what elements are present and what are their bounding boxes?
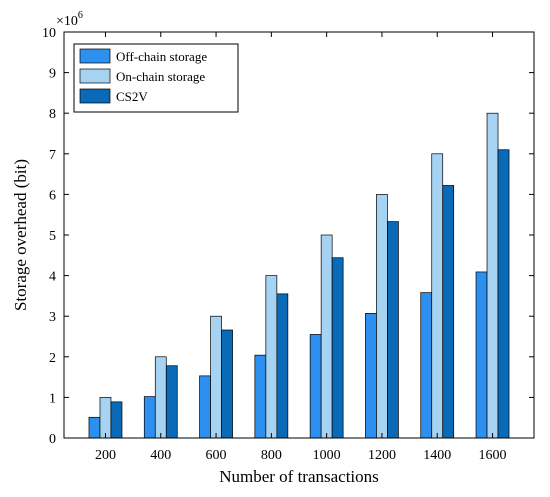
bar-2-1200 <box>376 194 388 439</box>
bar-3-1000 <box>331 257 344 439</box>
y-tick-label: 10 <box>42 26 56 41</box>
y-tick-label: 8 <box>49 107 56 122</box>
bar-1-200 <box>88 416 101 439</box>
bar-3-600 <box>221 329 233 439</box>
bar-3-200 <box>110 401 123 439</box>
y-tick-label: 4 <box>49 270 56 285</box>
legend-swatch-3 <box>79 88 111 104</box>
bar-1-800 <box>254 354 267 439</box>
bar-3-1200 <box>387 221 399 439</box>
y-multiplier-exponent: 6 <box>78 10 83 21</box>
bar-1-400 <box>143 396 156 439</box>
legend: Off-chain storage On-chain storage CS2V <box>73 43 239 113</box>
y-tick-label: 9 <box>49 67 56 82</box>
bar-2-1600 <box>486 112 499 439</box>
x-tick-label: 1400 <box>423 448 451 463</box>
bar-3-400 <box>165 365 178 439</box>
x-tick-label: 1200 <box>368 448 396 463</box>
x-tick-label: 400 <box>150 448 171 463</box>
legend-swatch-2 <box>79 68 111 84</box>
bar-1-1200 <box>365 313 377 439</box>
legend-label-2: On-chain storage <box>116 69 205 84</box>
legend-swatch-1 <box>79 48 111 64</box>
x-tick-label: 600 <box>206 448 227 463</box>
legend-label-3: CS2V <box>116 89 148 104</box>
y-tick-label: 7 <box>49 148 56 163</box>
bar-3-1400 <box>442 185 455 439</box>
y-tick-label: 2 <box>49 351 56 366</box>
legend-label-1: Off-chain storage <box>116 49 207 64</box>
x-tick-label: 800 <box>261 448 282 463</box>
y-axis-title: Storage overhead (bit) <box>11 159 30 311</box>
x-tick-label: 1000 <box>313 448 341 463</box>
bar-3-800 <box>276 293 289 439</box>
y-tick-label: 1 <box>49 391 56 406</box>
y-tick-label: 5 <box>49 229 56 244</box>
bar-1-1600 <box>475 271 488 439</box>
bar-2-400 <box>154 356 167 439</box>
x-tick-label: 200 <box>95 448 116 463</box>
bar-2-1400 <box>431 153 444 439</box>
bar-1-600 <box>199 375 211 439</box>
bar-3-1600 <box>497 149 510 439</box>
x-axis-title: Number of transactions <box>219 467 379 486</box>
bar-1-1000 <box>309 334 322 439</box>
bars-layer <box>88 112 510 439</box>
y-multiplier-base: ×10 <box>56 14 78 29</box>
bar-2-1000 <box>320 234 333 439</box>
bar-2-600 <box>210 315 222 439</box>
y-tick-label: 0 <box>49 432 56 447</box>
bar-2-200 <box>99 397 112 439</box>
ticks-layer: 0 1 2 3 4 5 6 7 8 9 10 200 400 600 800 1000 1200 1400 1600 <box>42 26 534 463</box>
y-tick-label: 3 <box>49 310 56 325</box>
bar-1-1400 <box>420 292 433 439</box>
bar-2-800 <box>265 275 278 439</box>
y-axis-multiplier: ×106 <box>56 10 83 29</box>
x-tick-label: 1600 <box>479 448 507 463</box>
y-tick-label: 6 <box>49 188 56 203</box>
